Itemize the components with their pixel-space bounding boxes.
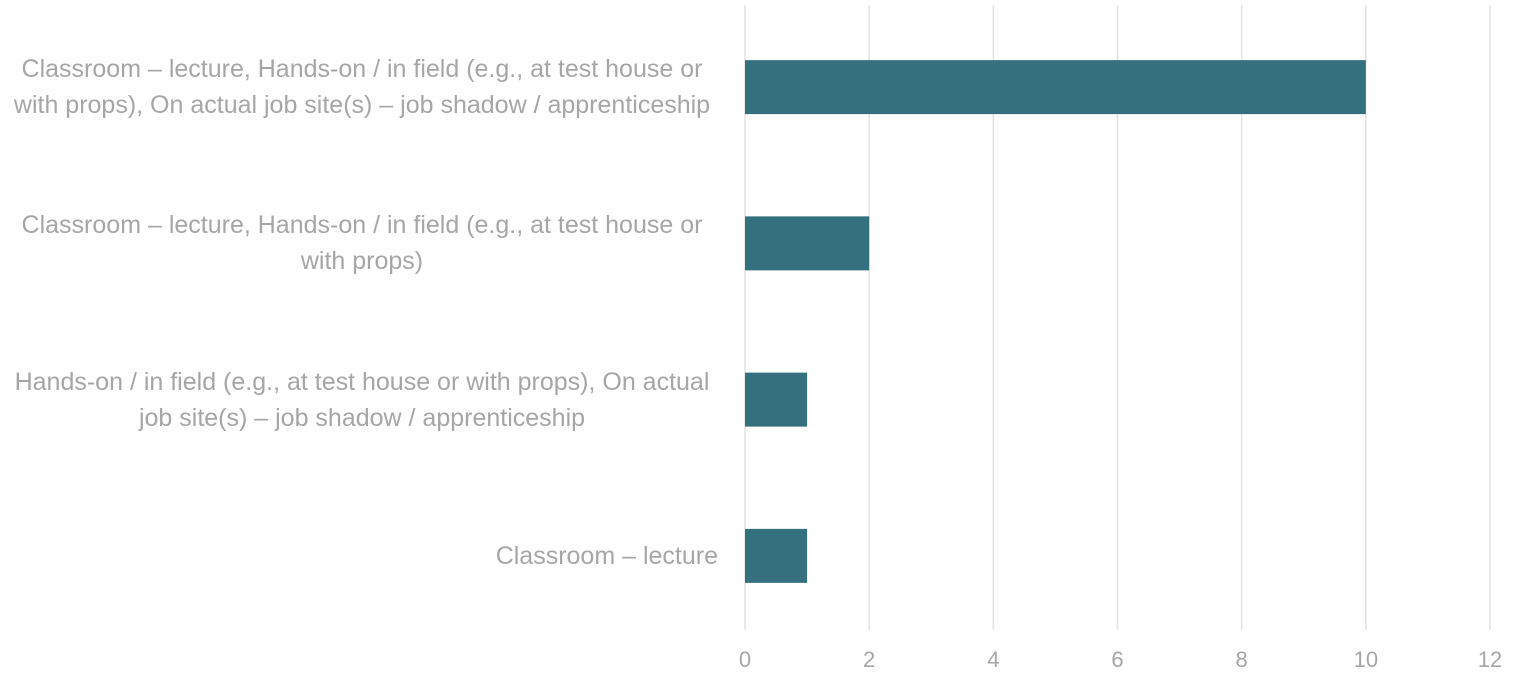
bar: [745, 372, 808, 427]
x-tick-label: 0: [739, 647, 751, 672]
bar: [745, 216, 870, 271]
y-tick-label-box: Classroom – lecture: [0, 538, 718, 574]
y-tick-label-box: Classroom – lecture, Hands-on / in field…: [0, 51, 718, 123]
bar: [745, 528, 808, 583]
bar: [745, 60, 1366, 115]
x-tick-label: 4: [987, 647, 999, 672]
x-tick-label: 8: [1236, 647, 1248, 672]
y-tick-label: Classroom – lecture, Hands-on / in field…: [21, 211, 703, 276]
x-tick-label: 2: [863, 647, 875, 672]
y-tick-label: Hands-on / in field (e.g., at test house…: [14, 367, 710, 432]
x-tick-label: 6: [1111, 647, 1123, 672]
y-tick-label: Classroom – lecture, Hands-on / in field…: [13, 55, 711, 120]
x-tick-label: 10: [1354, 647, 1378, 672]
y-tick-label-box: Hands-on / in field (e.g., at test house…: [0, 364, 718, 436]
y-tick-label: Classroom – lecture: [495, 541, 718, 570]
x-tick-label: 12: [1478, 647, 1502, 672]
y-tick-label-box: Classroom – lecture, Hands-on / in field…: [0, 207, 718, 279]
